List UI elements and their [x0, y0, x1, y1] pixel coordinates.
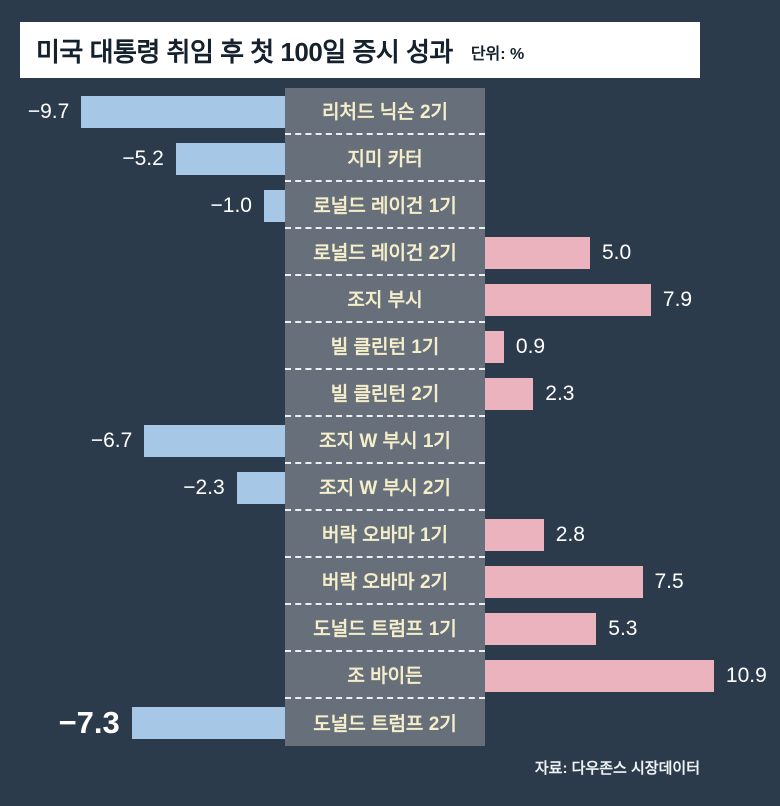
chart-row: 빌 클린턴 2기 2.3	[0, 370, 780, 417]
chart-row: 버락 오바마 1기 2.8	[0, 511, 780, 558]
positive-bar-zone: 10.9	[485, 652, 780, 699]
chart-row: −1.0 로널드 레이건 1기	[0, 182, 780, 229]
chart-row: 조 바이든 10.9	[0, 652, 780, 699]
negative-bar-zone: −9.7	[0, 88, 285, 135]
positive-bar-zone: 7.5	[485, 558, 780, 605]
positive-bar-zone: 5.3	[485, 605, 780, 652]
value-label: −7.3	[58, 704, 120, 740]
president-label: 조지 부시	[285, 276, 485, 323]
chart-row: 빌 클린턴 1기 0.9	[0, 323, 780, 370]
president-label: 로널드 레이건 1기	[285, 182, 485, 229]
president-label: 도널드 트럼프 1기	[285, 605, 485, 652]
positive-bar-zone	[485, 88, 780, 135]
negative-bar	[131, 706, 285, 739]
chart-row: −2.3 조지 W 부시 2기	[0, 464, 780, 511]
value-label: 2.3	[545, 381, 575, 405]
chart-row: −9.7 리처드 닉슨 2기	[0, 88, 780, 135]
negative-bar	[236, 471, 285, 504]
negative-bar	[264, 189, 285, 222]
chart-row: −5.2 지미 카터	[0, 135, 780, 182]
positive-bar-zone: 5.0	[485, 229, 780, 276]
chart-header: 미국 대통령 취임 후 첫 100일 증시 성과 단위: %	[20, 22, 700, 78]
chart-rows: −9.7 리처드 닉슨 2기 −5.2 지미 카터 −1.0 로널드 레이건 1기 로널드 …	[0, 88, 780, 746]
value-label: −9.7	[27, 99, 70, 123]
positive-bar	[485, 377, 534, 410]
negative-bar-zone	[0, 370, 285, 417]
value-label: −2.3	[183, 475, 225, 499]
negative-bar-zone	[0, 323, 285, 370]
positive-bar-zone	[485, 135, 780, 182]
source-label: 자료: 다우존스 시장데이터	[534, 760, 700, 777]
unit-label: 단위: %	[470, 46, 525, 63]
chart-row: 로널드 레이건 2기 5.0	[0, 229, 780, 276]
positive-bar	[485, 518, 544, 551]
chart-row: 도널드 트럼프 1기 5.3	[0, 605, 780, 652]
negative-bar-zone	[0, 229, 285, 276]
negative-bar	[144, 424, 285, 457]
negative-bar-zone	[0, 652, 285, 699]
negative-bar-zone: −6.7	[0, 417, 285, 464]
positive-bar-zone: 2.8	[485, 511, 780, 558]
value-label: 0.9	[515, 334, 546, 358]
positive-bar	[485, 565, 643, 598]
president-label: 리처드 닉슨 2기	[285, 88, 485, 135]
value-label: −5.2	[122, 146, 164, 170]
negative-bar-zone: −2.3	[0, 464, 285, 511]
value-label: −6.7	[90, 428, 133, 452]
negative-bar-zone	[0, 511, 285, 558]
president-label: 도널드 트럼프 2기	[285, 699, 485, 746]
value-label: 7.9	[662, 287, 693, 311]
value-label: 5.3	[608, 616, 638, 640]
president-label: 조지 W 부시 1기	[285, 417, 485, 464]
chart-row: 버락 오바마 2기 7.5	[0, 558, 780, 605]
positive-bar-zone	[485, 699, 780, 746]
chart-title: 미국 대통령 취임 후 첫 100일 증시 성과	[36, 36, 453, 67]
president-label: 버락 오바마 1기	[285, 511, 485, 558]
president-label: 지미 카터	[285, 135, 485, 182]
negative-bar	[81, 95, 285, 128]
positive-bar	[485, 612, 597, 645]
positive-bar-zone	[485, 182, 780, 229]
chart-row: 조지 부시 7.9	[0, 276, 780, 323]
president-label: 조지 W 부시 2기	[285, 464, 485, 511]
negative-bar-zone	[0, 276, 285, 323]
value-label: 5.0	[602, 240, 632, 264]
positive-bar	[485, 283, 651, 316]
positive-bar	[485, 330, 504, 363]
positive-bar	[485, 236, 590, 269]
negative-bar-zone: −7.3	[0, 699, 285, 746]
positive-bar-zone	[485, 464, 780, 511]
positive-bar-zone: 2.3	[485, 370, 780, 417]
positive-bar-zone: 7.9	[485, 276, 780, 323]
president-label: 빌 클린턴 2기	[285, 370, 485, 417]
president-label: 빌 클린턴 1기	[285, 323, 485, 370]
negative-bar-zone: −1.0	[0, 182, 285, 229]
negative-bar-zone: −5.2	[0, 135, 285, 182]
negative-bar-zone	[0, 558, 285, 605]
positive-bar-zone	[485, 417, 780, 464]
president-label: 버락 오바마 2기	[285, 558, 485, 605]
chart-row: −7.3 도널드 트럼프 2기	[0, 699, 780, 746]
president-label: 로널드 레이건 2기	[285, 229, 485, 276]
value-label: 7.5	[654, 569, 684, 593]
chart-row: −6.7 조지 W 부시 1기	[0, 417, 780, 464]
president-label: 조 바이든	[285, 652, 485, 699]
positive-bar-zone: 0.9	[485, 323, 780, 370]
negative-bar	[175, 142, 285, 175]
value-label: −1.0	[210, 193, 252, 217]
value-label: 10.9	[725, 663, 767, 687]
value-label: 2.8	[555, 522, 585, 546]
positive-bar	[485, 659, 714, 692]
negative-bar-zone	[0, 605, 285, 652]
